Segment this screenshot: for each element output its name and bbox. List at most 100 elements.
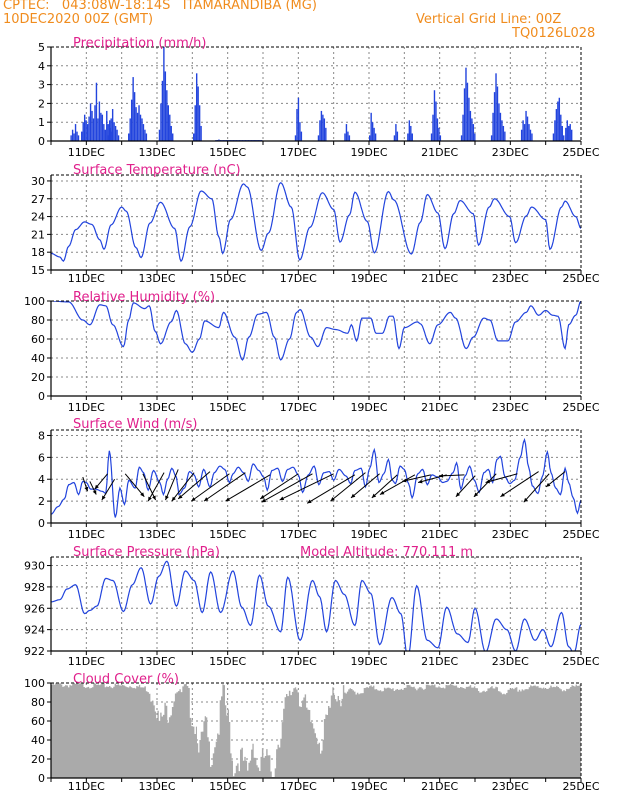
y-tick-label: 60	[31, 715, 45, 728]
date-label: 11DEC	[68, 146, 105, 159]
wind-arrow	[371, 474, 398, 499]
wind-arrow-head	[438, 473, 444, 478]
panel-title: Relative Humidity (%)	[73, 290, 215, 305]
precip-bar	[136, 112, 139, 141]
precip-bar	[114, 125, 117, 141]
precip-bar	[110, 118, 112, 141]
wind-arrow	[165, 469, 179, 501]
y-tick-label: 27	[31, 193, 45, 206]
date-label: 21DEC	[421, 272, 458, 285]
date-label: 23DEC	[492, 272, 529, 285]
precip-bar	[135, 107, 137, 141]
wind-arrow	[485, 473, 518, 483]
wind-arrow-head	[171, 496, 176, 502]
y-tick-label: 80	[31, 696, 45, 709]
precip-bar	[430, 133, 433, 141]
precip-bar	[91, 110, 93, 141]
precip-bar	[371, 122, 374, 141]
precip-bar	[89, 103, 92, 141]
wind-arrow	[101, 478, 116, 501]
y-tick-label: 40	[31, 734, 45, 747]
precip-bar	[471, 118, 473, 141]
wind-arrow-head	[379, 490, 385, 495]
precip-bar	[169, 114, 171, 141]
precip-bar	[558, 97, 561, 141]
wind-arrow-head	[371, 493, 377, 498]
y-tick-label: 15	[31, 264, 45, 277]
precip-bar	[435, 101, 437, 141]
y-tick-label: 1	[38, 116, 45, 129]
date-label: 23DEC	[492, 146, 529, 159]
precip-bar	[161, 80, 164, 141]
date-label: 23DEC	[492, 655, 529, 668]
date-label: 23DEC	[492, 780, 529, 793]
wind-arrow-head	[279, 496, 285, 501]
date-label: 15DEC	[209, 528, 246, 541]
precip-bar	[469, 110, 472, 141]
precip-bar	[317, 135, 320, 141]
y-tick-label: 928	[24, 581, 45, 594]
wind-arrow	[350, 473, 380, 499]
precip-bar	[132, 77, 134, 141]
y-tick-label: 0	[38, 390, 45, 403]
precip-bar	[492, 112, 494, 141]
precip-bar	[504, 131, 506, 141]
precip-bar	[393, 135, 396, 141]
precip-bar	[160, 103, 162, 141]
precip-bar	[557, 101, 559, 141]
panel-title: Surface Pressure (hPa)	[73, 545, 220, 560]
panel-title: Surface Wind (m/s)	[73, 417, 197, 432]
precip-bar	[163, 47, 165, 141]
precip-bar	[436, 118, 439, 141]
wind-arrow	[523, 473, 550, 503]
wind-arrow	[545, 471, 566, 488]
date-label: 23DEC	[492, 401, 529, 414]
y-tick-label: 8	[38, 429, 45, 442]
precip-bar	[396, 131, 399, 141]
date-label: 25DEC	[562, 655, 599, 668]
precip-bar	[531, 133, 533, 141]
wind-arrow	[261, 473, 313, 503]
precip-bar	[348, 135, 351, 141]
precip-bar	[300, 131, 303, 141]
date-label: 11DEC	[68, 401, 105, 414]
wind-arrow	[279, 473, 334, 501]
precip-bar	[164, 71, 167, 141]
wind-arrow	[379, 474, 416, 495]
precip-bar	[499, 112, 502, 141]
precip-bar	[170, 125, 172, 141]
precip-bar	[145, 133, 148, 141]
wind-arrow	[190, 473, 230, 502]
precip-bar	[299, 122, 301, 141]
precip-bar	[526, 116, 529, 141]
y-tick-label: 4	[38, 60, 45, 73]
header-grid-note: Vertical Grid Line: 00Z	[416, 12, 562, 27]
wind-arrow-head	[455, 492, 461, 497]
wind-arrow	[330, 472, 366, 502]
wind-arrow-head	[402, 478, 407, 483]
wind-arrow-head	[140, 492, 145, 497]
wind-arrow	[402, 474, 431, 482]
date-label: 17DEC	[280, 780, 317, 793]
precip-bar	[462, 114, 464, 141]
y-tick-label: 2	[38, 97, 45, 110]
header-station: CPTEC: 043:08W-18:14S ITAMARANDIBA (MG)	[3, 0, 317, 13]
y-tick-label: 6	[38, 451, 45, 464]
precip-bar	[566, 120, 568, 141]
y-tick-label: 0	[38, 517, 45, 530]
precip-bar	[83, 114, 86, 141]
wind-arrow	[455, 475, 476, 498]
wind-arrow-head	[152, 495, 156, 501]
wind-arrow	[500, 471, 539, 498]
precip-bar	[408, 120, 411, 141]
y-tick-label: 100	[24, 295, 45, 308]
precip-bar	[563, 135, 565, 141]
precip-bar	[520, 129, 523, 141]
y-tick-label: 5	[38, 41, 45, 54]
precip-bar	[74, 124, 77, 141]
precip-bar	[432, 114, 434, 141]
date-label: 25DEC	[562, 272, 599, 285]
cloud-cover-area	[51, 683, 581, 778]
date-label: 19DEC	[350, 146, 387, 159]
